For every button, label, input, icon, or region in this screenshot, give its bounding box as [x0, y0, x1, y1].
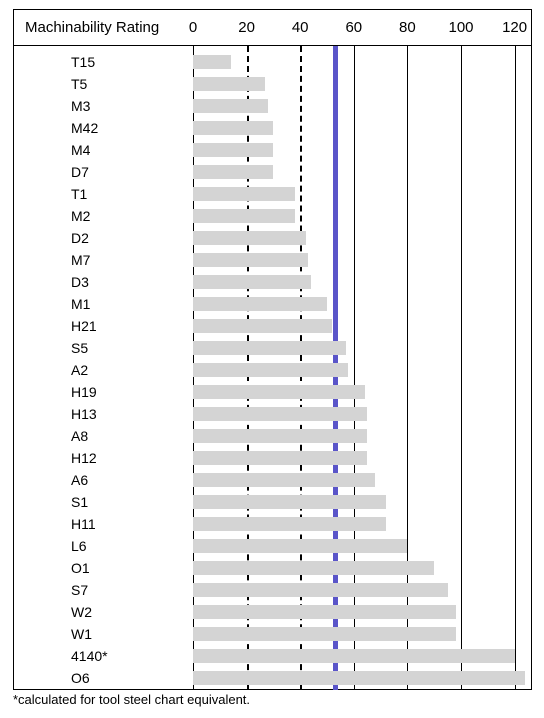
- bar-label: W1: [71, 626, 92, 642]
- bar-label: O1: [71, 560, 90, 576]
- bar: [193, 407, 367, 421]
- bar: [193, 55, 231, 69]
- x-tick-label: 20: [238, 19, 255, 36]
- bar: [193, 275, 311, 289]
- bar: [193, 451, 367, 465]
- bar-label: A8: [71, 428, 88, 444]
- bar: [193, 649, 515, 663]
- bar: [193, 583, 448, 597]
- bar-label: H19: [71, 384, 97, 400]
- bar-label: A6: [71, 472, 88, 488]
- bar-label: T5: [71, 76, 87, 92]
- x-tick-label: 100: [448, 19, 473, 36]
- chart-title: Machinability Rating: [25, 19, 159, 36]
- plot-area: [193, 46, 528, 690]
- bar-label: H21: [71, 318, 97, 334]
- x-tick-label: 80: [399, 19, 416, 36]
- bar-label: H12: [71, 450, 97, 466]
- bar: [193, 429, 367, 443]
- bar: [193, 143, 273, 157]
- bar: [193, 627, 456, 641]
- bar: [193, 539, 407, 553]
- bar: [193, 187, 295, 201]
- bar-label: H13: [71, 406, 97, 422]
- bar: [193, 385, 365, 399]
- bar-label: S5: [71, 340, 88, 356]
- footnote: *calculated for tool steel chart equival…: [13, 692, 250, 707]
- bar-label: D2: [71, 230, 89, 246]
- bar-label: S1: [71, 494, 88, 510]
- bar: [193, 231, 306, 245]
- bars-container: [193, 46, 528, 690]
- bar-label: T1: [71, 186, 87, 202]
- bar-label: M4: [71, 142, 90, 158]
- bar: [193, 165, 273, 179]
- bar: [193, 561, 434, 575]
- bar: [193, 517, 386, 531]
- bar-label: M42: [71, 120, 98, 136]
- bar-label: M2: [71, 208, 90, 224]
- bar: [193, 341, 346, 355]
- bar: [193, 605, 456, 619]
- bar-label: L6: [71, 538, 87, 554]
- bar-label: D7: [71, 164, 89, 180]
- bar-label: T15: [71, 54, 95, 70]
- bar-label: O6: [71, 670, 90, 686]
- bar: [193, 253, 308, 267]
- bar-label: M1: [71, 296, 90, 312]
- bar: [193, 77, 265, 91]
- bar-label: D3: [71, 274, 89, 290]
- bar-label: W2: [71, 604, 92, 620]
- bar: [193, 99, 268, 113]
- bar: [193, 319, 332, 333]
- x-tick-label: 60: [345, 19, 362, 36]
- page-root: Machinability Rating *calculated for too…: [0, 0, 544, 718]
- bar: [193, 363, 348, 377]
- bar: [193, 297, 327, 311]
- x-tick-label: 0: [189, 19, 197, 36]
- bar-label: M7: [71, 252, 90, 268]
- bar: [193, 495, 386, 509]
- bar-label: S7: [71, 582, 88, 598]
- bar: [193, 209, 295, 223]
- bar: [193, 121, 273, 135]
- bar-label: 4140*: [71, 648, 108, 664]
- bar-label: M3: [71, 98, 90, 114]
- bar-label: H11: [71, 516, 96, 532]
- x-tick-label: 40: [292, 19, 309, 36]
- bar: [193, 473, 375, 487]
- bar-label: A2: [71, 362, 88, 378]
- x-tick-label: 120: [502, 19, 527, 36]
- bar: [193, 671, 525, 685]
